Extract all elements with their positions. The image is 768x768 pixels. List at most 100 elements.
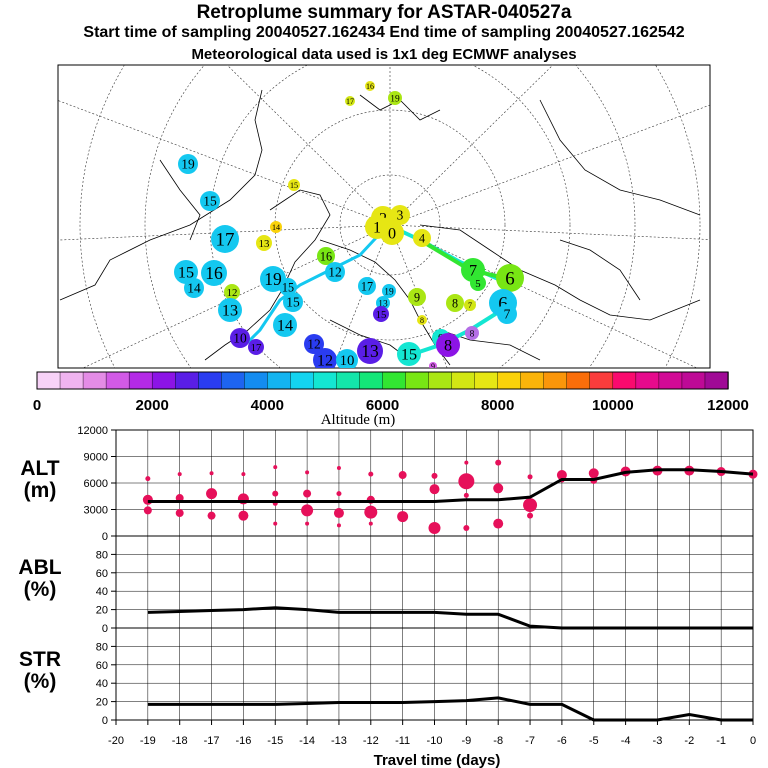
map-marker-label: 14: [272, 223, 280, 232]
panel-abl: 0 20 40 60 80 ABL(%): [18, 535, 754, 635]
map-marker-label: 17: [216, 230, 235, 251]
map-marker-dot: [211, 225, 239, 253]
x-tick-label: -20: [108, 735, 124, 747]
altitude-point: [142, 494, 153, 505]
map-marker-dot: [413, 229, 431, 247]
x-tick-label: -16: [235, 735, 251, 747]
x-tick-label: -10: [427, 735, 443, 747]
y-tick-label: 20: [96, 605, 108, 617]
map-marker-label: 15: [178, 264, 194, 282]
y-tick-label: 60: [96, 660, 108, 672]
map-marker-dot: [429, 362, 437, 368]
map-marker-dot: [358, 277, 376, 295]
map-marker-label: 7: [504, 307, 511, 322]
map-marker: 12: [224, 284, 240, 300]
map-marker: 17: [358, 277, 376, 295]
colorbar-swatch: [382, 371, 407, 390]
altitude-point: [207, 511, 216, 520]
map-marker: 8: [436, 333, 460, 357]
x-tick-label: -14: [299, 735, 315, 747]
map-marker-label: 15: [282, 280, 294, 294]
altitude-point: [493, 518, 504, 529]
map-marker-dot: [496, 264, 524, 292]
map-marker: 13: [256, 235, 272, 251]
colorbar-swatch: [635, 371, 660, 390]
series-line: [147, 606, 753, 630]
altitude-point: [458, 473, 475, 490]
y-tick-label: 3000: [84, 505, 108, 517]
altitude-point: [209, 471, 214, 476]
map-marker-label: 19: [181, 157, 195, 172]
map-marker-label: 17: [251, 342, 262, 354]
map-marker-dot: [470, 275, 486, 291]
colorbar-swatch: [290, 371, 315, 390]
panel-ylabel: (m): [24, 479, 57, 502]
panel-str: 0 20 40 60 80 STR(%): [19, 627, 754, 727]
colorbar-swatch: [128, 371, 153, 390]
map-marker-label: 10: [233, 331, 247, 346]
colorbar-tick-label: 12000: [707, 397, 749, 414]
map-marker-label: 7: [469, 262, 477, 280]
x-tick-label: -4: [621, 735, 631, 747]
map-marker-label: 15: [376, 309, 387, 321]
altitude-point: [493, 483, 504, 494]
panel-ylabel: (%): [24, 578, 57, 601]
x-tick-label: -18: [172, 735, 188, 747]
map-marker-label: 17: [346, 97, 354, 106]
map-marker-label: 8: [470, 329, 475, 339]
x-tick-label: -13: [331, 735, 347, 747]
map-marker-label: 19: [390, 94, 400, 104]
map-marker-dot: [382, 284, 396, 298]
map-marker-dot: [248, 339, 264, 355]
altitude-point: [305, 521, 310, 526]
map-marker-dot: [365, 81, 375, 91]
map-marker-label: 15: [290, 181, 298, 190]
map-marker: 15: [288, 179, 300, 191]
colorbar-swatch: [36, 371, 61, 390]
map-marker: 17: [248, 339, 264, 355]
altitude-point: [175, 509, 184, 518]
colorbar-swatch: [589, 371, 614, 390]
map-marker: 15: [200, 191, 220, 211]
y-tick-label: 6000: [84, 478, 108, 490]
map-marker-label: 15: [401, 346, 417, 364]
colorbar-swatch: [612, 371, 637, 390]
map-marker-dot: [313, 348, 337, 368]
chart-title: Retroplume summary for ASTAR-040527a: [196, 2, 572, 23]
map-marker-label: 8: [420, 316, 424, 325]
map-marker-dot: [464, 299, 476, 311]
map-marker-dot: [465, 326, 479, 340]
x-tick-label: -9: [461, 735, 471, 747]
altitude-point: [238, 510, 249, 521]
colorbar-swatch: [428, 371, 453, 390]
map-marker-dot: [178, 154, 198, 174]
altitude-point: [336, 491, 342, 497]
map-marker-label: 19: [384, 287, 394, 297]
map-marker: 6: [496, 264, 524, 292]
map-marker-dot: [279, 278, 297, 296]
x-tick-label: -17: [204, 735, 220, 747]
map-marker: 14: [270, 221, 282, 233]
map-marker-dot: [200, 191, 220, 211]
map-marker-label: 13: [378, 299, 388, 309]
map-marker: 16: [317, 247, 335, 265]
map-marker: 5: [470, 275, 486, 291]
colorbar-swatch: [82, 371, 107, 390]
map-marker-label: 3: [397, 208, 404, 223]
map-marker: 9: [408, 288, 426, 306]
map-marker: 15: [279, 278, 297, 296]
altitude-point: [301, 504, 314, 517]
altitude-point: [368, 471, 374, 477]
panel-alt: 0 3000 6000 9000 12000 ALT(m): [20, 425, 758, 543]
series-line: [147, 468, 754, 504]
map-marker: 16: [201, 260, 227, 286]
map-marker-label: 8: [452, 296, 458, 310]
altitude-point: [527, 474, 533, 480]
map-marker-label: 12: [307, 337, 321, 352]
map-marker: 13: [218, 298, 242, 322]
colorbar-swatch: [474, 371, 499, 390]
map-marker-dot: [397, 342, 421, 366]
map-marker-label: 12: [328, 265, 342, 280]
altitude-point: [272, 490, 279, 497]
